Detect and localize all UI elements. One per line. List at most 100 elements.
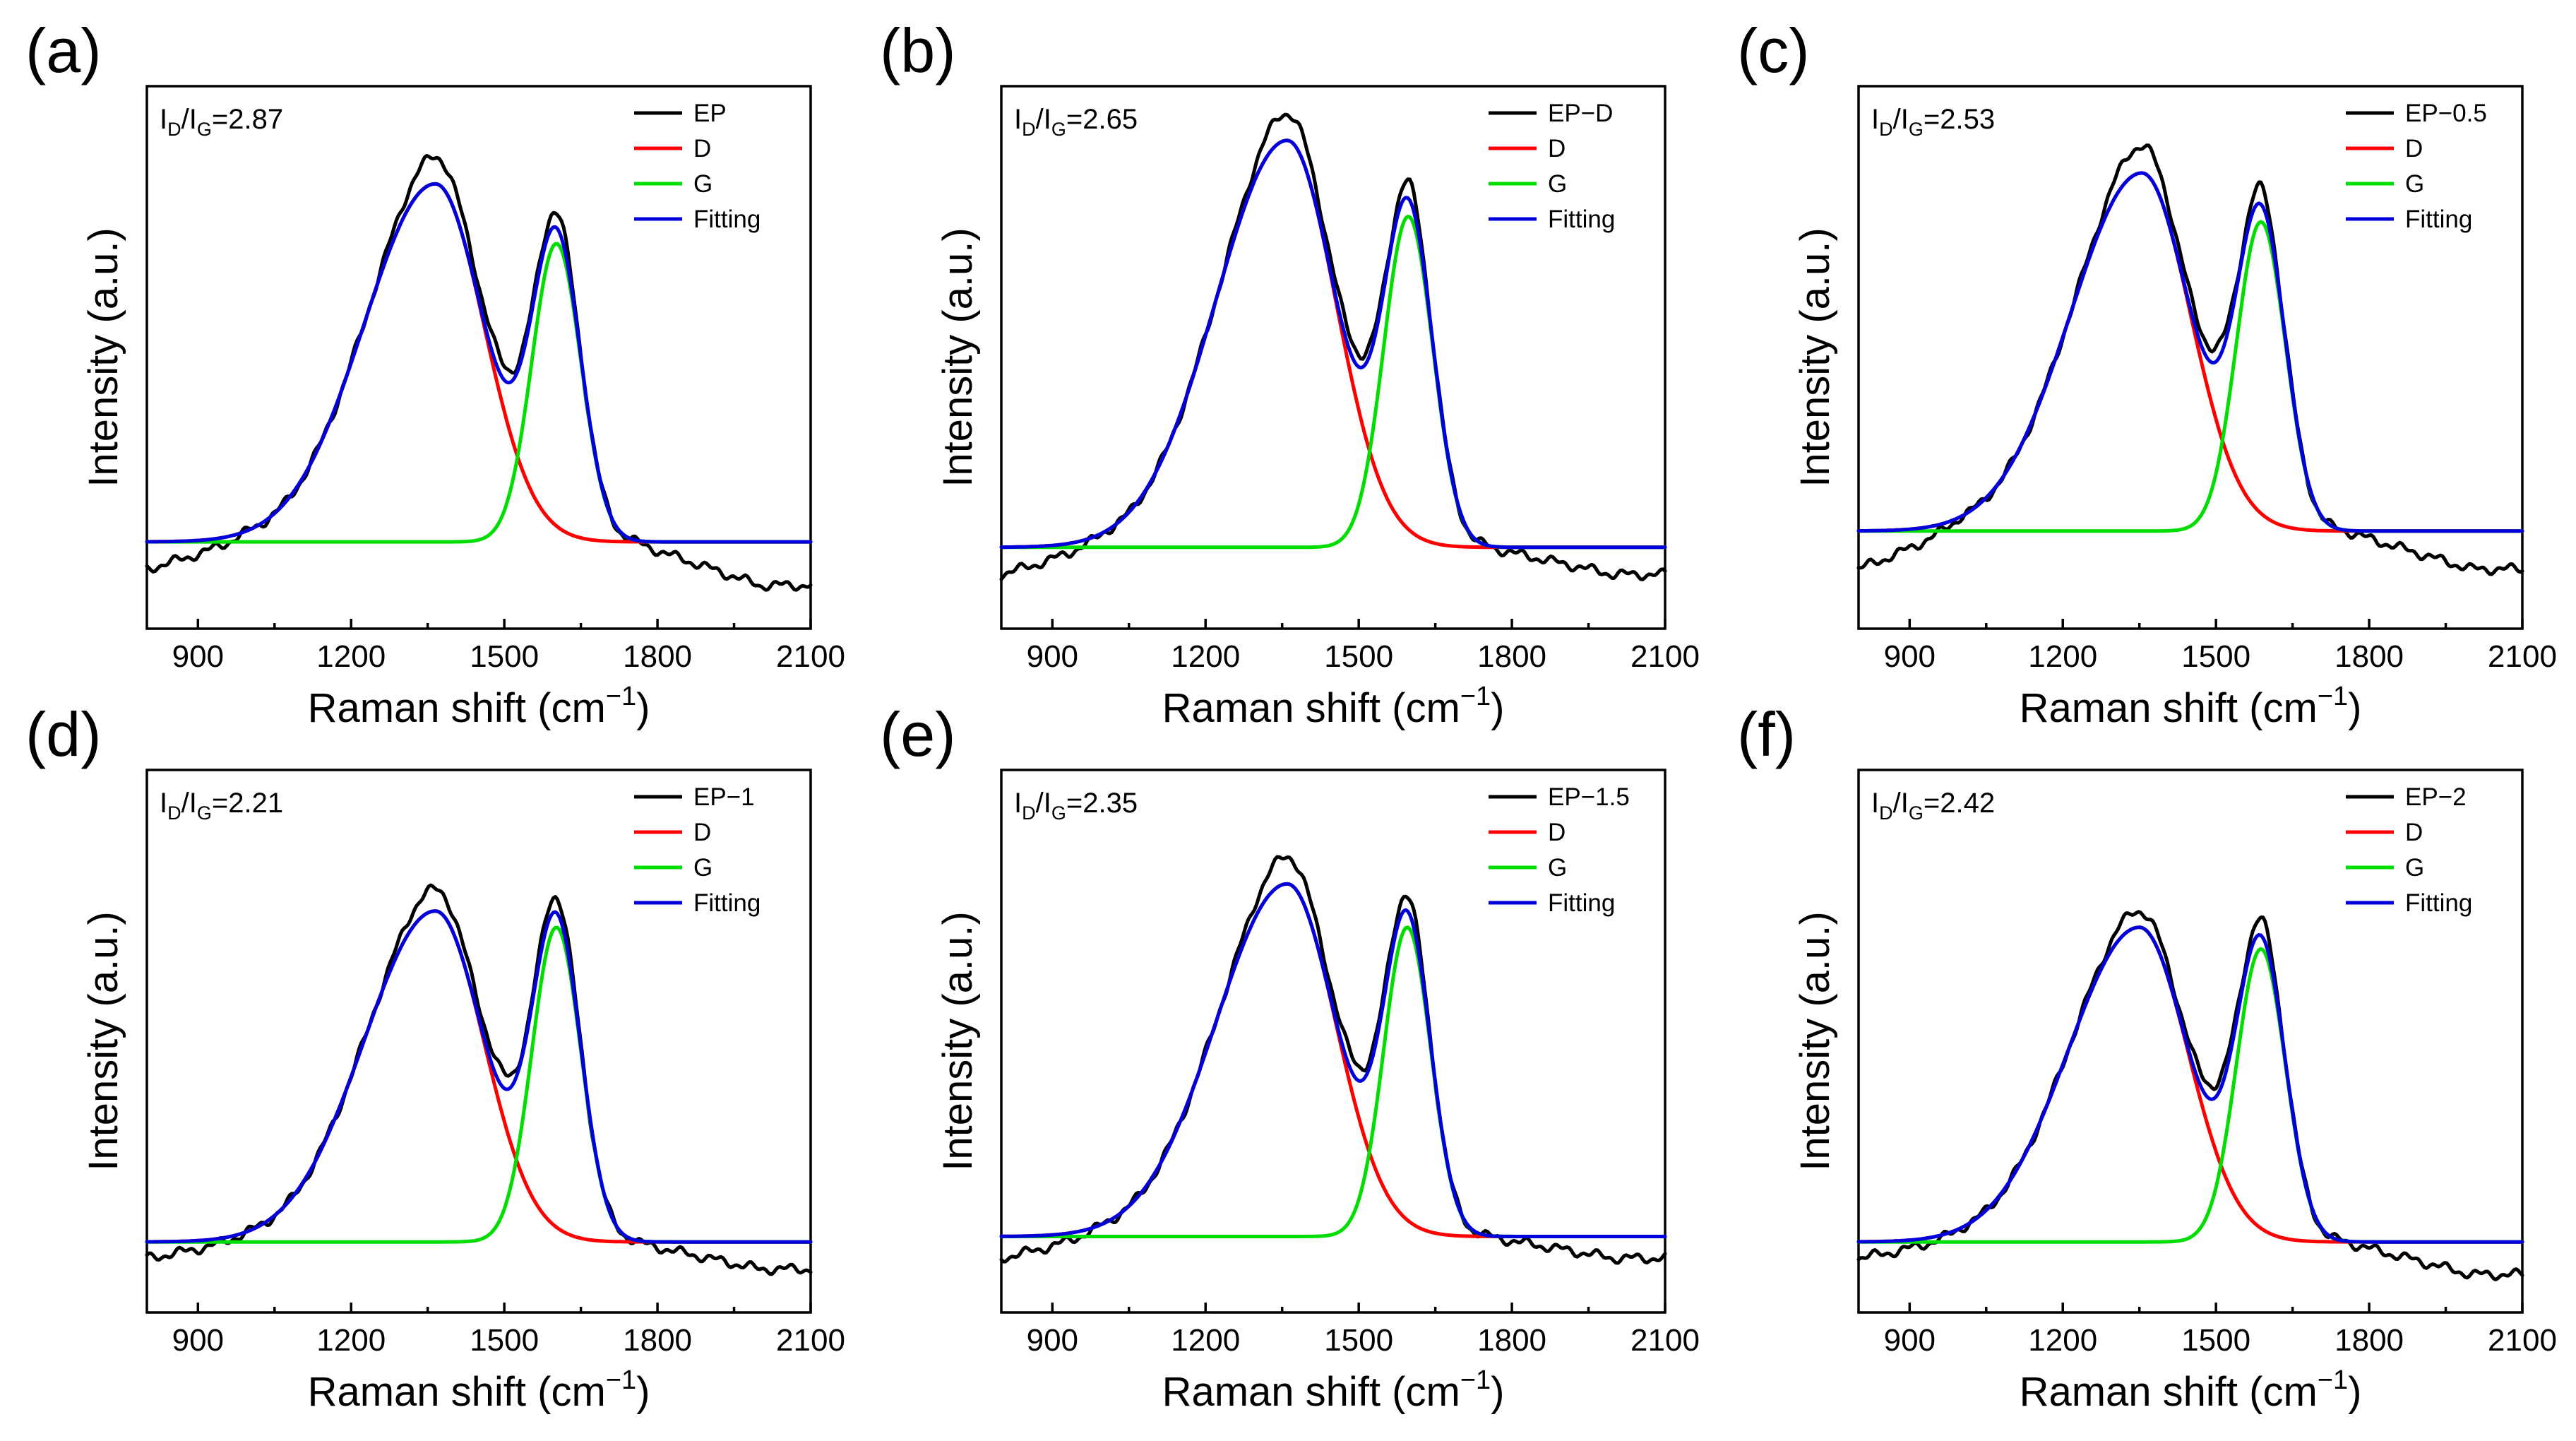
x-axis-title: Raman shift (cm−1) bbox=[1162, 1365, 1505, 1415]
x-tick-label: 2100 bbox=[2488, 1323, 2557, 1358]
plot-frame bbox=[1000, 769, 1666, 1314]
x-tick-label: 2100 bbox=[1630, 1323, 1700, 1358]
panel-e: (e) 900 1200 1500 1800 2100 Raman shift (cm−1)… bbox=[880, 699, 1700, 1415]
legend-label: G bbox=[1548, 854, 1567, 882]
x-tick-label: 1200 bbox=[1171, 639, 1240, 674]
panel-d: (d) 900 1200 1500 1800 2100 Raman shift (cm−1)… bbox=[25, 699, 845, 1415]
x-tick-label: 900 bbox=[172, 1323, 224, 1358]
series-fit-line bbox=[1856, 171, 2524, 533]
x-tick-label: 1500 bbox=[2181, 1323, 2250, 1358]
legend-label: EP−0.5 bbox=[2405, 100, 2487, 127]
legend-label: EP−2 bbox=[2405, 783, 2467, 811]
x-tick-label: 1800 bbox=[1477, 639, 1546, 674]
x-tick-label: 1800 bbox=[2334, 639, 2404, 674]
x-tick-label: 1800 bbox=[623, 639, 692, 674]
series-fit-line bbox=[1856, 925, 2524, 1244]
series-g-line bbox=[999, 925, 1667, 1238]
plot-frame bbox=[145, 85, 812, 630]
series-observed-line bbox=[145, 883, 813, 1276]
legend-label: G bbox=[2405, 170, 2424, 198]
y-axis-title: Intensity (a.u.) bbox=[935, 227, 981, 487]
x-tick-label: 2100 bbox=[2488, 639, 2557, 674]
legend-label: G bbox=[693, 854, 712, 882]
x-tick-label: 1500 bbox=[1324, 1323, 1393, 1358]
x-tick-label: 1200 bbox=[1171, 1323, 1240, 1358]
panel-a: (a) 900 1200 1500 1800 2100 Raman shift (cm−1)… bbox=[25, 16, 845, 731]
legend-label: Fitting bbox=[693, 889, 761, 917]
x-tick-label: 1200 bbox=[316, 1323, 386, 1358]
x-tick-label: 1500 bbox=[2181, 639, 2250, 674]
legend-label: Fitting bbox=[1548, 206, 1615, 233]
legend-label: D bbox=[693, 819, 711, 846]
series-fit-line bbox=[145, 182, 813, 544]
plot-frame bbox=[1857, 769, 2524, 1314]
y-axis-title: Intensity (a.u.) bbox=[80, 227, 126, 487]
panel-letter: (e) bbox=[880, 699, 956, 769]
panel-b: (b) 900 1200 1500 1800 2100 Raman shift (cm−1)… bbox=[880, 16, 1700, 731]
x-axis-title: Raman shift (cm−1) bbox=[1162, 682, 1505, 731]
series-observed-line bbox=[1856, 910, 2524, 1281]
x-tick-label: 1800 bbox=[623, 1323, 692, 1358]
legend-label: D bbox=[1548, 135, 1566, 162]
x-tick-label: 900 bbox=[1884, 1323, 1936, 1358]
x-tick-label: 2100 bbox=[1630, 639, 1700, 674]
panel-letter: (f) bbox=[1737, 699, 1796, 769]
x-tick-label: 900 bbox=[1027, 1323, 1078, 1358]
series-fit-line bbox=[999, 882, 1667, 1238]
legend-label: Fitting bbox=[693, 206, 761, 233]
series-d-line bbox=[145, 182, 813, 544]
series-g-line bbox=[1856, 220, 2524, 533]
x-axis-title: Raman shift (cm−1) bbox=[308, 1365, 650, 1415]
legend-label: EP−D bbox=[1548, 100, 1613, 127]
x-axis-title: Raman shift (cm−1) bbox=[308, 682, 650, 731]
legend-label: G bbox=[2405, 854, 2424, 882]
legend-label: Fitting bbox=[2405, 206, 2472, 233]
series-d-line bbox=[1856, 925, 2524, 1244]
legend-label: D bbox=[693, 135, 711, 162]
series-g-line bbox=[145, 925, 813, 1244]
ratio-label: ID/IG=2.35 bbox=[1014, 788, 1138, 824]
x-tick-label: 1500 bbox=[1324, 639, 1393, 674]
x-tick-label: 1500 bbox=[470, 1323, 539, 1358]
series-d-line bbox=[999, 138, 1667, 550]
ratio-label: ID/IG=2.87 bbox=[160, 104, 283, 140]
series-observed-line bbox=[999, 855, 1667, 1265]
y-axis-title: Intensity (a.u.) bbox=[1792, 911, 1838, 1170]
legend-label: EP bbox=[693, 100, 727, 127]
plot-frame bbox=[145, 769, 812, 1314]
x-tick-label: 1200 bbox=[316, 639, 386, 674]
legend-label: D bbox=[1548, 819, 1566, 846]
panel-f: (f) 900 1200 1500 1800 2100 Raman shift (cm−1)… bbox=[1737, 699, 2557, 1415]
y-axis-title: Intensity (a.u.) bbox=[80, 911, 126, 1170]
ratio-label: ID/IG=2.21 bbox=[160, 788, 283, 824]
legend-label: EP−1 bbox=[693, 783, 755, 811]
panel-letter: (d) bbox=[25, 699, 102, 769]
legend-label: Fitting bbox=[2405, 889, 2472, 917]
legend-label: G bbox=[1548, 170, 1567, 198]
x-tick-label: 1200 bbox=[2028, 639, 2097, 674]
x-tick-label: 900 bbox=[1884, 639, 1936, 674]
panel-letter: (b) bbox=[880, 16, 956, 85]
series-observed-line bbox=[1856, 143, 2524, 576]
x-tick-label: 1200 bbox=[2028, 1323, 2097, 1358]
series-observed-line bbox=[999, 112, 1667, 581]
panel-letter: (a) bbox=[25, 16, 102, 85]
plot-frame bbox=[1000, 85, 1666, 630]
panel-c: (c) 900 1200 1500 1800 2100 Raman shift (cm−1)… bbox=[1737, 16, 2557, 731]
series-d-line bbox=[999, 882, 1667, 1238]
ratio-label: ID/IG=2.42 bbox=[1871, 788, 1995, 824]
legend-label: EP−1.5 bbox=[1548, 783, 1630, 811]
x-tick-label: 1800 bbox=[2334, 1323, 2404, 1358]
x-tick-label: 900 bbox=[172, 639, 224, 674]
x-tick-label: 2100 bbox=[776, 1323, 845, 1358]
legend-label: Fitting bbox=[1548, 889, 1615, 917]
legend-label: D bbox=[2405, 135, 2423, 162]
series-d-line bbox=[145, 909, 813, 1244]
x-tick-label: 900 bbox=[1027, 639, 1078, 674]
series-fit-line bbox=[999, 138, 1667, 550]
y-axis-title: Intensity (a.u.) bbox=[1792, 227, 1838, 487]
x-tick-label: 1800 bbox=[1477, 1323, 1546, 1358]
legend-label: G bbox=[693, 170, 712, 198]
y-axis-title: Intensity (a.u.) bbox=[935, 911, 981, 1170]
